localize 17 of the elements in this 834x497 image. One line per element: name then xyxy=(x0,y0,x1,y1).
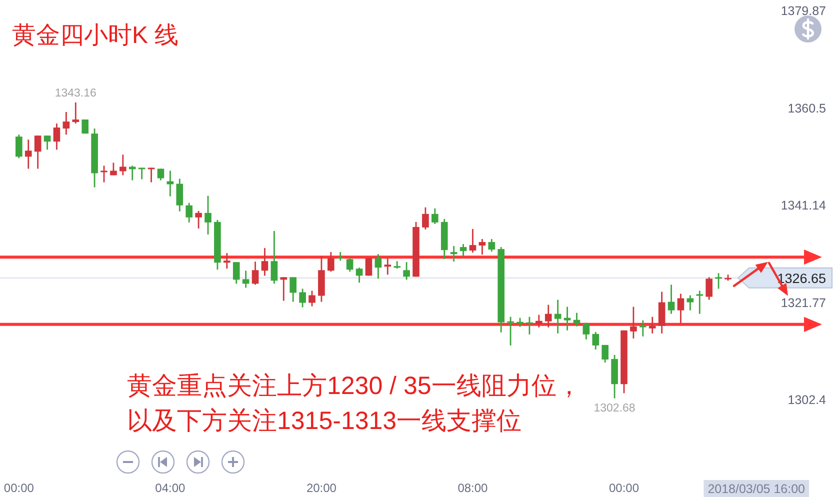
y-tick-label: 1341.14 xyxy=(780,198,826,213)
x-tick-label: 00:00 xyxy=(4,481,34,495)
annotation: 2018/03/05 16:00 xyxy=(704,480,810,497)
annotation: 1343.16 xyxy=(54,87,96,100)
x-tick-label: 08:00 xyxy=(458,481,488,495)
annotation: 1302.68 xyxy=(594,402,636,414)
annotation: 以及下方关注1315-1313一线支撑位 xyxy=(127,407,522,435)
y-tick-label: 1360.5 xyxy=(788,101,826,116)
annotation: 黄金重点关注上方1230 / 35一线阻力位， xyxy=(127,372,582,400)
title: 黄金四小时K 线 xyxy=(12,22,179,49)
x-tick-label: 04:00 xyxy=(155,481,186,495)
y-tick-label: 1321.77 xyxy=(780,296,826,310)
y-tick-label: 1302.4 xyxy=(788,393,826,408)
x-tick-label: 20:00 xyxy=(306,481,337,495)
y-tick-label: 1379.87 xyxy=(780,4,826,18)
x-tick-label: 00:00 xyxy=(608,481,640,495)
ref-line-label: 1326.65 xyxy=(777,270,826,286)
